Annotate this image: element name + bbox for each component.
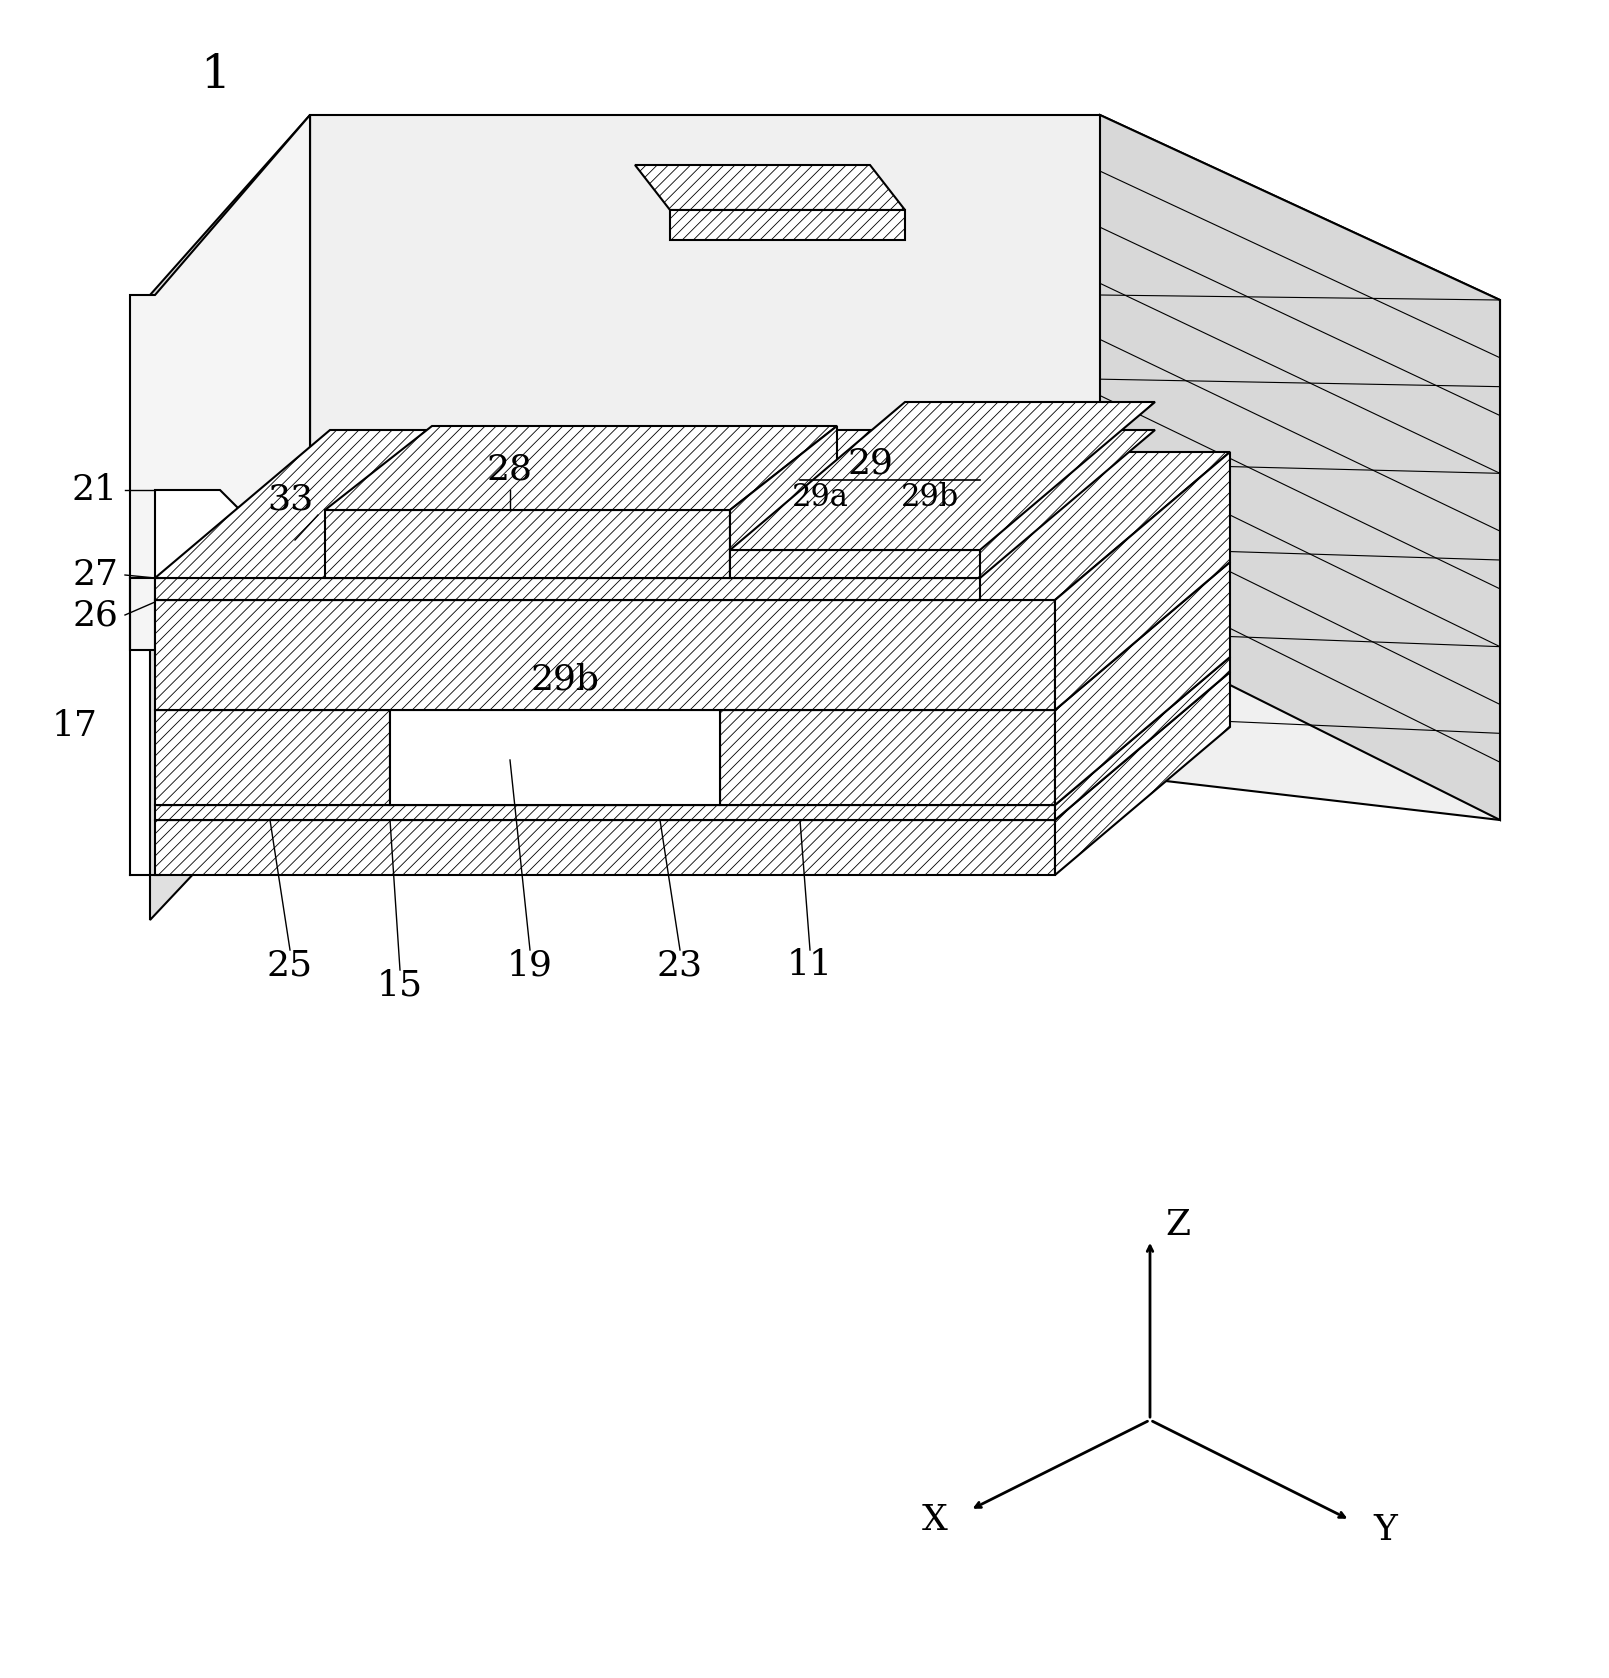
Text: 27: 27 (72, 559, 117, 592)
Polygon shape (154, 562, 565, 710)
Text: 19: 19 (507, 948, 553, 982)
Text: 33: 33 (267, 483, 314, 517)
Polygon shape (325, 426, 837, 510)
Polygon shape (311, 116, 1500, 821)
Polygon shape (389, 710, 719, 805)
Polygon shape (636, 164, 904, 210)
Text: 17: 17 (51, 710, 98, 743)
Polygon shape (325, 510, 730, 577)
Text: 1: 1 (200, 52, 230, 97)
Text: 21: 21 (72, 473, 117, 507)
Polygon shape (154, 601, 1056, 710)
Polygon shape (1056, 451, 1229, 710)
Polygon shape (154, 490, 320, 659)
Text: 29b: 29b (901, 483, 959, 513)
Text: 29a: 29a (792, 483, 848, 513)
Text: Y: Y (1372, 1514, 1397, 1547)
Polygon shape (1056, 671, 1229, 874)
Polygon shape (154, 805, 1056, 821)
Polygon shape (150, 116, 311, 920)
Text: X: X (922, 1503, 948, 1537)
Polygon shape (730, 403, 1155, 550)
Polygon shape (730, 550, 980, 577)
Text: 11: 11 (787, 948, 833, 982)
Polygon shape (154, 821, 1056, 874)
Text: 29: 29 (846, 446, 893, 480)
Text: 29b: 29b (531, 663, 600, 696)
Text: 15: 15 (377, 968, 423, 1002)
Polygon shape (669, 210, 904, 240)
Polygon shape (719, 562, 1229, 710)
Polygon shape (154, 451, 1229, 601)
Polygon shape (1056, 562, 1229, 805)
Text: 28: 28 (488, 453, 533, 487)
Polygon shape (130, 116, 311, 649)
Polygon shape (1101, 116, 1500, 821)
Polygon shape (439, 670, 631, 805)
Polygon shape (154, 430, 1155, 577)
Polygon shape (1056, 658, 1229, 821)
Polygon shape (154, 671, 1229, 821)
Text: 25: 25 (267, 948, 314, 982)
Polygon shape (439, 596, 718, 670)
Text: Z: Z (1165, 1208, 1191, 1242)
Text: 23: 23 (656, 948, 703, 982)
Polygon shape (730, 426, 837, 577)
Polygon shape (719, 710, 1056, 805)
Polygon shape (154, 710, 389, 805)
Text: 26: 26 (72, 597, 117, 633)
Polygon shape (154, 658, 1229, 805)
Polygon shape (154, 577, 980, 601)
